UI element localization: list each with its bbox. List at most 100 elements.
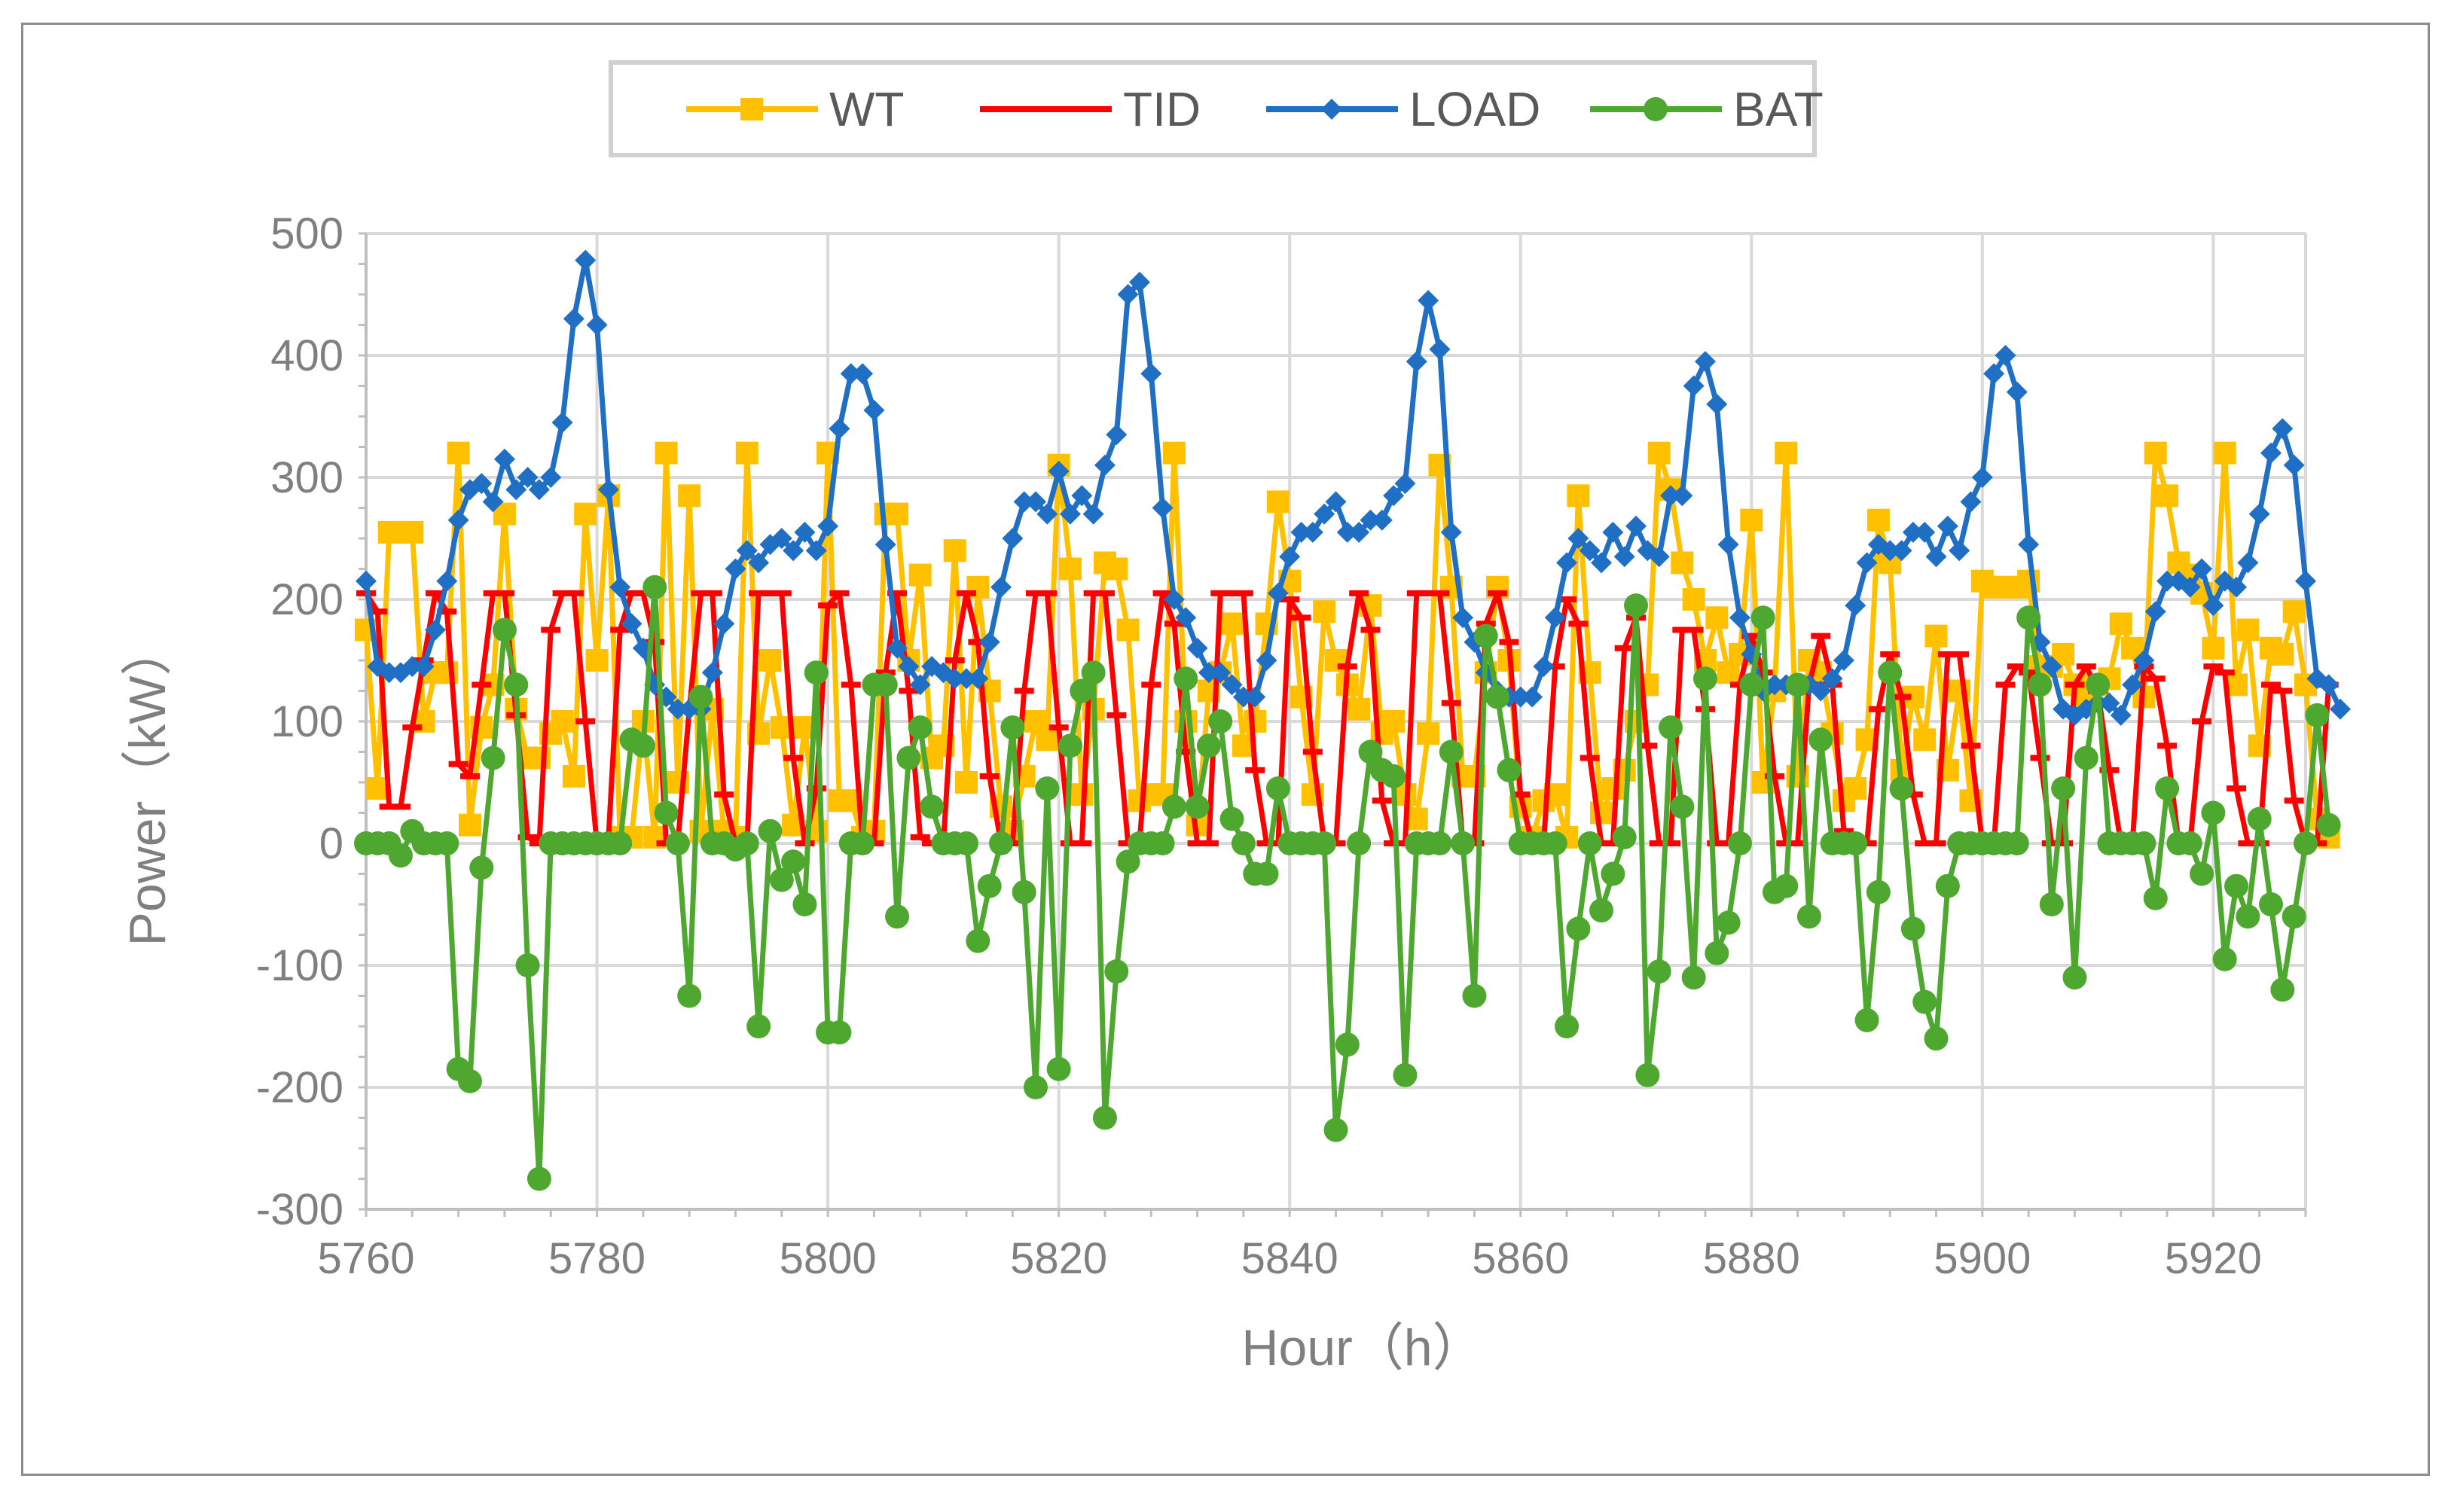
data-point-bat — [792, 892, 817, 916]
data-point-wt — [955, 771, 978, 794]
data-point-tid — [552, 590, 572, 596]
data-point-tid — [1349, 590, 1369, 596]
data-point-load — [1082, 503, 1104, 525]
data-point-tid — [448, 761, 469, 767]
data-point-load — [1314, 503, 1335, 525]
data-point-bat — [885, 904, 910, 929]
data-point-tid — [899, 687, 919, 694]
data-point-bat — [734, 831, 759, 855]
data-point-tid — [1660, 840, 1680, 846]
data-point-bat — [1323, 1117, 1348, 1142]
data-point-tid — [2099, 767, 2120, 773]
data-point-load — [667, 698, 688, 720]
data-point-tid — [517, 834, 538, 840]
data-point-bat — [1750, 605, 1775, 630]
data-point-load — [2329, 698, 2351, 720]
data-point-wt — [886, 502, 909, 526]
data-point-bat — [2282, 904, 2306, 929]
data-point-bat — [2259, 892, 2284, 916]
data-point-load — [1210, 662, 1232, 684]
data-point-load — [1244, 686, 1266, 708]
data-point-bat — [896, 745, 921, 770]
data-point-bat — [2236, 904, 2260, 929]
data-point-load — [783, 540, 804, 562]
data-point-bat — [954, 831, 979, 855]
data-point-load — [1613, 546, 1635, 568]
data-point-wt — [551, 710, 574, 733]
data-point-load — [1891, 540, 1912, 562]
data-point-tid — [1406, 590, 1427, 596]
data-point-tid — [2272, 687, 2293, 694]
data-point-tid — [1048, 724, 1069, 731]
data-point-load — [1902, 521, 1924, 543]
data-point-load — [1937, 515, 1958, 537]
data-point-load — [1960, 491, 1982, 513]
data-point-bat — [1589, 898, 1614, 923]
data-point-load — [990, 576, 1012, 598]
data-point-tid — [610, 626, 630, 633]
data-point-tid — [472, 681, 492, 688]
data-point-load — [2226, 576, 2248, 598]
data-point-tid — [771, 590, 792, 596]
data-point-bat — [1624, 593, 1649, 618]
data-point-load — [1440, 521, 1462, 543]
data-point-wt — [1682, 588, 1705, 611]
data-point-bat — [781, 849, 806, 874]
data-point-load — [1845, 595, 1866, 617]
data-point-load — [1360, 509, 1381, 531]
y-tick-label: -100 — [256, 941, 343, 990]
data-point-bat — [2039, 892, 2064, 916]
data-point-load — [2110, 704, 2132, 726]
data-point-wt — [1913, 728, 1937, 751]
data-point-bat — [457, 1068, 482, 1093]
data-point-bat — [2316, 812, 2341, 837]
data-point-bat — [989, 831, 1014, 855]
data-point-load — [1556, 552, 1578, 574]
data-point-load — [1925, 546, 1947, 568]
data-point-tid — [1072, 840, 1092, 846]
data-point-wt — [1244, 710, 1267, 733]
data-point-bat — [1150, 831, 1175, 855]
data-point-load — [447, 509, 469, 531]
data-point-tid — [1568, 620, 1589, 627]
data-point-tid — [1476, 620, 1496, 627]
data-point-tid — [910, 834, 930, 840]
data-point-bat — [1647, 959, 1671, 984]
data-point-load — [482, 491, 504, 513]
data-point-load — [1452, 607, 1474, 629]
data-point-load — [1371, 509, 1393, 531]
data-point-wt — [1740, 508, 1763, 532]
y-tick-label: 0 — [319, 819, 343, 868]
data-point-load — [2260, 442, 2282, 464]
data-point-bat — [504, 672, 529, 697]
data-point-tid — [1580, 754, 1600, 761]
data-point-bat — [527, 1166, 551, 1191]
data-point-load — [424, 619, 446, 641]
data-point-load — [1198, 662, 1219, 684]
data-point-wt — [1382, 710, 1406, 733]
legend-marker-load — [1321, 99, 1342, 120]
data-point-bat — [2224, 873, 2249, 898]
data-point-bat — [1174, 666, 1198, 691]
data-point-load — [713, 613, 735, 635]
data-point-bat — [1012, 879, 1036, 904]
data-point-bat — [1900, 916, 1925, 941]
data-point-wt — [1116, 618, 1140, 642]
data-point-load — [1648, 546, 1670, 568]
data-point-tid — [459, 773, 480, 779]
data-point-load — [1232, 686, 1254, 708]
data-point-tid — [1256, 840, 1277, 846]
data-point-tid — [1891, 694, 1912, 700]
data-point-bat — [2062, 965, 2087, 990]
data-point-bat — [1692, 666, 1717, 691]
data-point-bat — [665, 831, 690, 855]
legend-label-bat: BAT — [1733, 82, 1824, 136]
data-point-load — [436, 570, 458, 592]
data-point-tid — [390, 803, 411, 810]
data-point-wt — [1567, 484, 1590, 508]
data-point-tid — [2214, 669, 2235, 676]
data-point-load — [805, 540, 827, 562]
data-point-tid — [1291, 614, 1311, 621]
series-bat — [354, 575, 2341, 1191]
data-point-bat — [1347, 831, 1372, 855]
